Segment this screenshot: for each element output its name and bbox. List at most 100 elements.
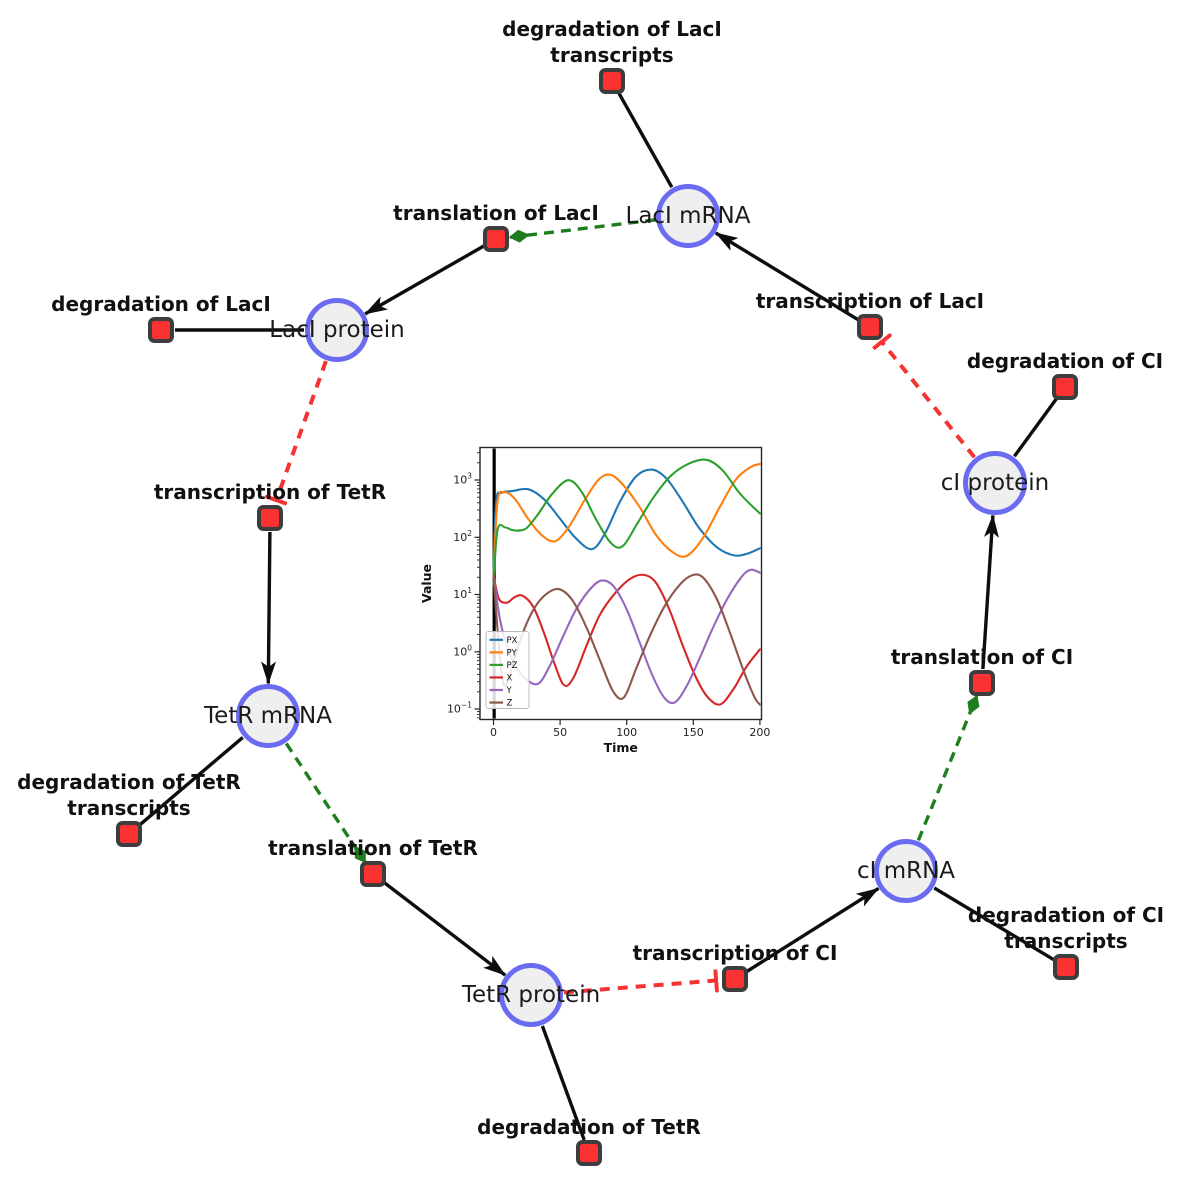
node-transc_ci[interactable]	[722, 966, 748, 992]
node-laci_protein[interactable]	[305, 298, 369, 362]
legend-label-X: X	[507, 673, 513, 683]
reaction-square-transc_tetr[interactable]	[257, 505, 283, 531]
reaction-square-deg_ci_tr[interactable]	[1053, 954, 1079, 980]
reaction-square-transc_ci[interactable]	[722, 966, 748, 992]
edge-product-transc_laci-laci_mrna	[714, 231, 859, 322]
node-deg_laci_tr[interactable]	[599, 68, 625, 94]
reaction-label-deg_ci_tr-line1: degradation of CI	[968, 903, 1164, 927]
reaction-label-deg_laci_tr-line2: transcripts	[550, 43, 673, 67]
legend-label-Y: Y	[506, 686, 513, 696]
chart-background	[420, 437, 777, 765]
labels-layer: LacI mRNA LacI protein TetR mRNA TetR prote…	[17, 17, 1164, 1139]
reaction-square-transl_ci[interactable]	[969, 670, 995, 696]
edge-modifier-ci_mrna-transl_ci	[916, 695, 980, 842]
reaction-square-deg_tetr_tr[interactable]	[116, 821, 142, 847]
nodes-layer	[116, 68, 1079, 1166]
series-line-PX	[492, 468, 761, 573]
reaction-square-deg_laci_tr[interactable]	[599, 68, 625, 94]
y-axis-label: Value	[419, 564, 434, 603]
x-tick-label: 50	[553, 726, 567, 739]
edge-inhibition-laci_protein-transc_tetr	[276, 360, 328, 500]
species-label-laci_mrna: LacI mRNA	[626, 203, 751, 229]
series-line-PZ	[492, 458, 761, 586]
edge-product-transl_tetr-tetr_protein	[383, 881, 507, 977]
edge-reactant-ci_protein-deg_ci	[1013, 397, 1059, 458]
series-line-X	[492, 573, 761, 706]
series-curves	[492, 458, 761, 706]
legend-label-PX: PX	[507, 636, 518, 646]
edge-product-transc_ci-ci_mrna	[745, 886, 880, 973]
node-ci_protein[interactable]	[963, 451, 1027, 515]
x-tick-label: 150	[683, 726, 704, 739]
node-deg_ci_tr[interactable]	[1053, 954, 1079, 980]
node-transc_laci[interactable]	[857, 314, 883, 340]
edge-reactant-ci_mrna-deg_ci_tr	[933, 886, 1055, 962]
edge-modifier-laci_mrna-transl_laci	[508, 218, 656, 243]
node-transc_tetr[interactable]	[257, 505, 283, 531]
species-label-tetr_mrna: TetR mRNA	[203, 703, 332, 729]
reaction-label-deg_tetr-line1: degradation of TetR	[477, 1115, 701, 1139]
node-tetr_mrna[interactable]	[236, 684, 300, 748]
reaction-label-transl_laci-line1: translation of LacI	[393, 201, 599, 225]
node-deg_tetr[interactable]	[576, 1140, 602, 1166]
node-transl_tetr[interactable]	[360, 861, 386, 887]
reaction-label-transc_laci-line1: transcription of LacI	[756, 289, 984, 313]
x-axis: 0 50 100 150 200	[490, 719, 770, 739]
reaction-label-deg_ci-line1: degradation of CI	[967, 349, 1163, 373]
reaction-square-deg_tetr[interactable]	[576, 1140, 602, 1166]
edge-product-transl_laci-laci_protein	[364, 244, 485, 316]
edges-layer	[138, 92, 1059, 1141]
species-circle-tetr_mrna[interactable]	[236, 684, 300, 748]
species-circle-tetr_protein[interactable]	[499, 963, 563, 1027]
x-tick-label: 200	[749, 726, 770, 739]
species-label-ci_protein: cI protein	[941, 470, 1050, 496]
node-transl_ci[interactable]	[969, 670, 995, 696]
edge-reactant-tetr_protein-deg_tetr	[540, 1025, 586, 1141]
reaction-label-deg_tetr_tr-line2: transcripts	[67, 796, 190, 820]
reaction-label-transc_tetr-line1: transcription of TetR	[154, 480, 386, 504]
node-deg_laci[interactable]	[148, 317, 174, 343]
species-circle-ci_mrna[interactable]	[874, 839, 938, 903]
node-tetr_protein[interactable]	[499, 963, 563, 1027]
reaction-square-transl_tetr[interactable]	[360, 861, 386, 887]
species-circle-laci_protein[interactable]	[305, 298, 369, 362]
node-deg_tetr_tr[interactable]	[116, 821, 142, 847]
reaction-square-deg_laci[interactable]	[148, 317, 174, 343]
node-ci_mrna[interactable]	[874, 839, 938, 903]
edge-product-transl_ci-ci_protein	[981, 514, 999, 670]
reaction-label-deg_laci_tr-line1: degradation of LacI	[502, 17, 722, 41]
edge-inhibition-ci_protein-transc_laci	[882, 342, 976, 459]
reaction-label-deg_tetr_tr-line1: degradation of TetR	[17, 770, 241, 794]
x-tick-label: 100	[616, 726, 637, 739]
plot-border	[479, 446, 763, 721]
reaction-square-transc_laci[interactable]	[857, 314, 883, 340]
species-label-laci_protein: LacI protein	[269, 317, 404, 343]
legend-label-PZ: PZ	[507, 661, 518, 671]
edge-modifier-tetr_mrna-transl_tetr	[284, 742, 367, 864]
x-axis-label: Time	[604, 740, 638, 755]
chart-legend: PX PY PZ XYZ	[485, 631, 530, 709]
reaction-label-deg_laci-line1: degradation of LacI	[51, 292, 271, 316]
reaction-label-transc_ci-line1: transcription of CI	[633, 941, 838, 965]
edge-reactant-tetr_mrna-deg_tetr_tr	[138, 736, 244, 827]
reaction-label-transl_tetr-line1: translation of TetR	[268, 836, 478, 860]
edge-product-transc_tetr-tetr_mrna	[261, 531, 277, 685]
reaction-label-transl_ci-line1: translation of CI	[891, 645, 1073, 669]
edge-reactant-laci_mrna-deg_laci_tr	[617, 92, 674, 189]
species-label-tetr_protein: TetR protein	[461, 982, 600, 1008]
node-transl_laci[interactable]	[483, 226, 509, 252]
edge-inhibition-tetr_protein-transc_ci	[563, 981, 716, 995]
reaction-square-deg_ci[interactable]	[1052, 374, 1078, 400]
species-circle-ci_protein[interactable]	[963, 451, 1027, 515]
reaction-square-transl_laci[interactable]	[483, 226, 509, 252]
reaction-label-deg_ci_tr-line2: transcripts	[1004, 929, 1127, 953]
species-label-ci_mrna: cI mRNA	[857, 858, 955, 884]
series-line-PY	[492, 462, 761, 579]
legend-label-Z: Z	[507, 699, 513, 709]
node-laci_mrna[interactable]	[656, 184, 720, 248]
species-circle-laci_mrna[interactable]	[656, 184, 720, 248]
node-deg_ci[interactable]	[1052, 374, 1078, 400]
